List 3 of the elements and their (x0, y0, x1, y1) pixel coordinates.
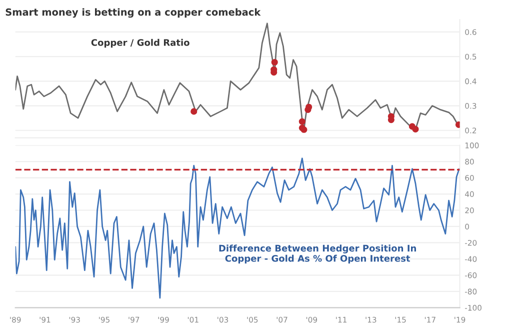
chart-title: Smart money is betting on a copper comeback (6, 8, 261, 18)
annotation: Copper / Gold Ratio (91, 38, 190, 48)
annotation: Difference Between Hedger Position In Copper - Gold As % Of Open Interest (219, 244, 416, 264)
